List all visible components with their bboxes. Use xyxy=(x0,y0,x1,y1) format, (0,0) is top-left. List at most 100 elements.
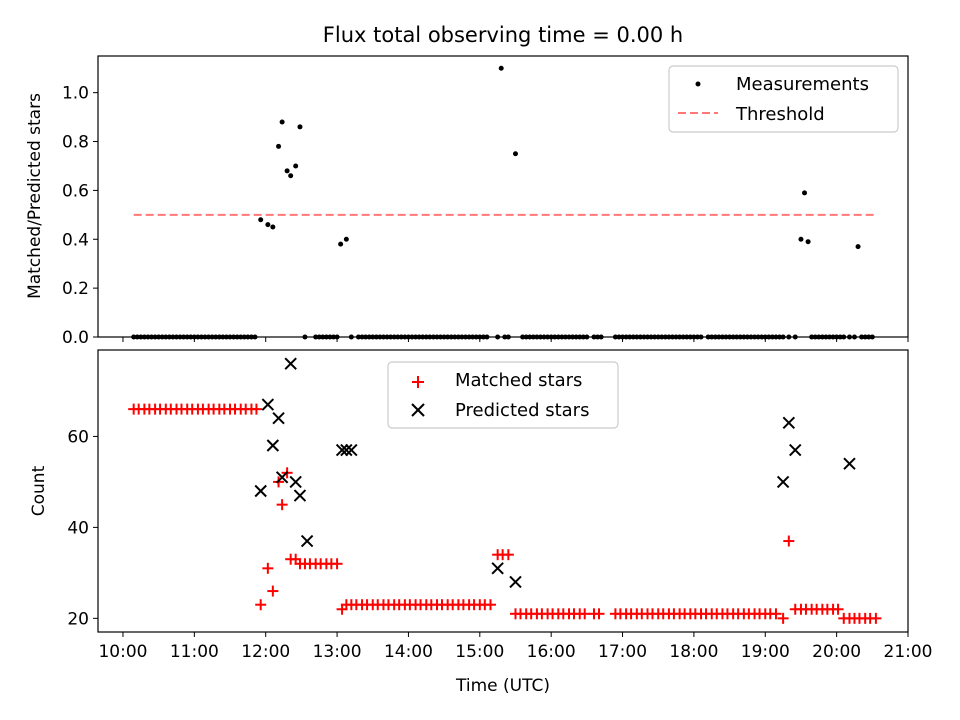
measurement-point xyxy=(131,334,137,340)
measurement-point xyxy=(430,334,436,340)
measurement-point xyxy=(816,334,822,340)
measurement-point xyxy=(826,334,832,340)
measurement-point xyxy=(163,334,169,340)
measurement-point xyxy=(841,334,847,340)
legend-measurements: Measurements xyxy=(736,74,869,95)
measurement-point xyxy=(523,334,529,340)
measurement-point xyxy=(698,334,704,340)
measurement-point xyxy=(216,334,222,340)
measurement-point xyxy=(552,334,558,340)
measurement-point xyxy=(645,334,651,340)
measurement-point xyxy=(241,334,247,340)
measurement-point xyxy=(377,334,383,340)
measurement-point xyxy=(348,334,354,340)
measurement-point xyxy=(680,334,686,340)
measurement-point xyxy=(134,334,140,340)
measurement-point xyxy=(534,334,540,340)
measurement-point xyxy=(537,334,543,340)
x-tick-label: 13:00 xyxy=(313,642,362,662)
legend-measurement-marker xyxy=(695,81,701,87)
x-tick-label: 15:00 xyxy=(455,642,504,662)
measurement-point xyxy=(595,334,601,340)
measurement-point xyxy=(373,334,379,340)
measurement-point xyxy=(752,334,758,340)
measurement-point xyxy=(159,334,165,340)
measurement-point xyxy=(598,334,604,340)
top-panel: 0.0 0.2 0.4 0.6 0.8 1.0 Matched/Predicted sta… xyxy=(25,55,909,348)
measurement-point xyxy=(195,334,201,340)
measurement-point xyxy=(258,217,264,223)
measurement-point xyxy=(470,334,476,340)
measurement-point xyxy=(416,334,422,340)
measurement-point xyxy=(484,334,490,340)
measurement-point xyxy=(202,334,208,340)
measurement-point xyxy=(673,334,679,340)
measurement-point xyxy=(830,334,836,340)
measurement-point xyxy=(149,334,155,340)
matched-point xyxy=(593,608,605,620)
measurement-point xyxy=(798,236,804,242)
measurement-point xyxy=(837,334,843,340)
measurement-point xyxy=(727,334,733,340)
x-tick-label: 10:00 xyxy=(98,642,147,662)
measurement-point xyxy=(855,244,861,250)
measurement-point xyxy=(755,334,761,340)
legend-threshold: Threshold xyxy=(735,104,825,125)
measurement-point xyxy=(669,334,675,340)
measurement-point xyxy=(773,334,779,340)
measurement-point xyxy=(869,334,875,340)
measurement-point xyxy=(769,334,775,340)
measurement-point xyxy=(677,334,683,340)
measurement-point xyxy=(712,334,718,340)
measurement-point xyxy=(270,224,276,230)
x-tick-label: 20:00 xyxy=(812,642,861,662)
measurement-point xyxy=(363,334,369,340)
measurement-point xyxy=(459,334,465,340)
matched-point xyxy=(770,608,782,620)
predicted-point xyxy=(293,489,307,502)
matched-point xyxy=(870,612,882,624)
matched-point xyxy=(255,599,267,611)
legend-predicted: Predicted stars xyxy=(455,400,589,421)
measurement-point xyxy=(138,334,144,340)
measurement-point xyxy=(566,334,572,340)
measurement-point xyxy=(238,334,244,340)
measurement-point xyxy=(320,334,326,340)
measurement-point xyxy=(737,334,743,340)
top-y-tick-label: 0.6 xyxy=(62,181,89,201)
measurement-point xyxy=(252,334,258,340)
predicted-point xyxy=(266,439,280,452)
measurement-point xyxy=(156,334,162,340)
measurement-point xyxy=(177,334,183,340)
measurement-point xyxy=(227,334,233,340)
measurement-point xyxy=(220,334,226,340)
measurement-point xyxy=(555,334,561,340)
measurement-point xyxy=(666,334,672,340)
measurement-point xyxy=(559,334,565,340)
measurement-point xyxy=(812,334,818,340)
predicted-point xyxy=(509,575,522,589)
measurement-point xyxy=(166,334,172,340)
measurement-point xyxy=(279,119,285,125)
x-tick-label: 12:00 xyxy=(241,642,290,662)
predicted-point xyxy=(782,416,796,429)
x-tick-label: 19:00 xyxy=(741,642,790,662)
predicted-point xyxy=(340,443,353,457)
measurement-point xyxy=(580,334,586,340)
predicted-point xyxy=(843,457,856,470)
measurement-point xyxy=(648,334,654,340)
bottom-y-tick-label: 60 xyxy=(67,427,89,447)
measurement-point xyxy=(684,334,690,340)
matched-point xyxy=(331,558,343,570)
x-tick-label: 17:00 xyxy=(598,642,647,662)
measurement-point xyxy=(466,334,472,340)
measurement-point xyxy=(343,236,349,242)
measurement-point xyxy=(866,334,872,340)
measurement-point xyxy=(627,334,633,340)
predicted-point xyxy=(289,475,302,489)
chart-title: Flux total observing time = 0.00 h xyxy=(323,23,683,47)
matched-point xyxy=(502,549,514,561)
measurement-point xyxy=(223,334,229,340)
measurement-point xyxy=(276,143,282,149)
